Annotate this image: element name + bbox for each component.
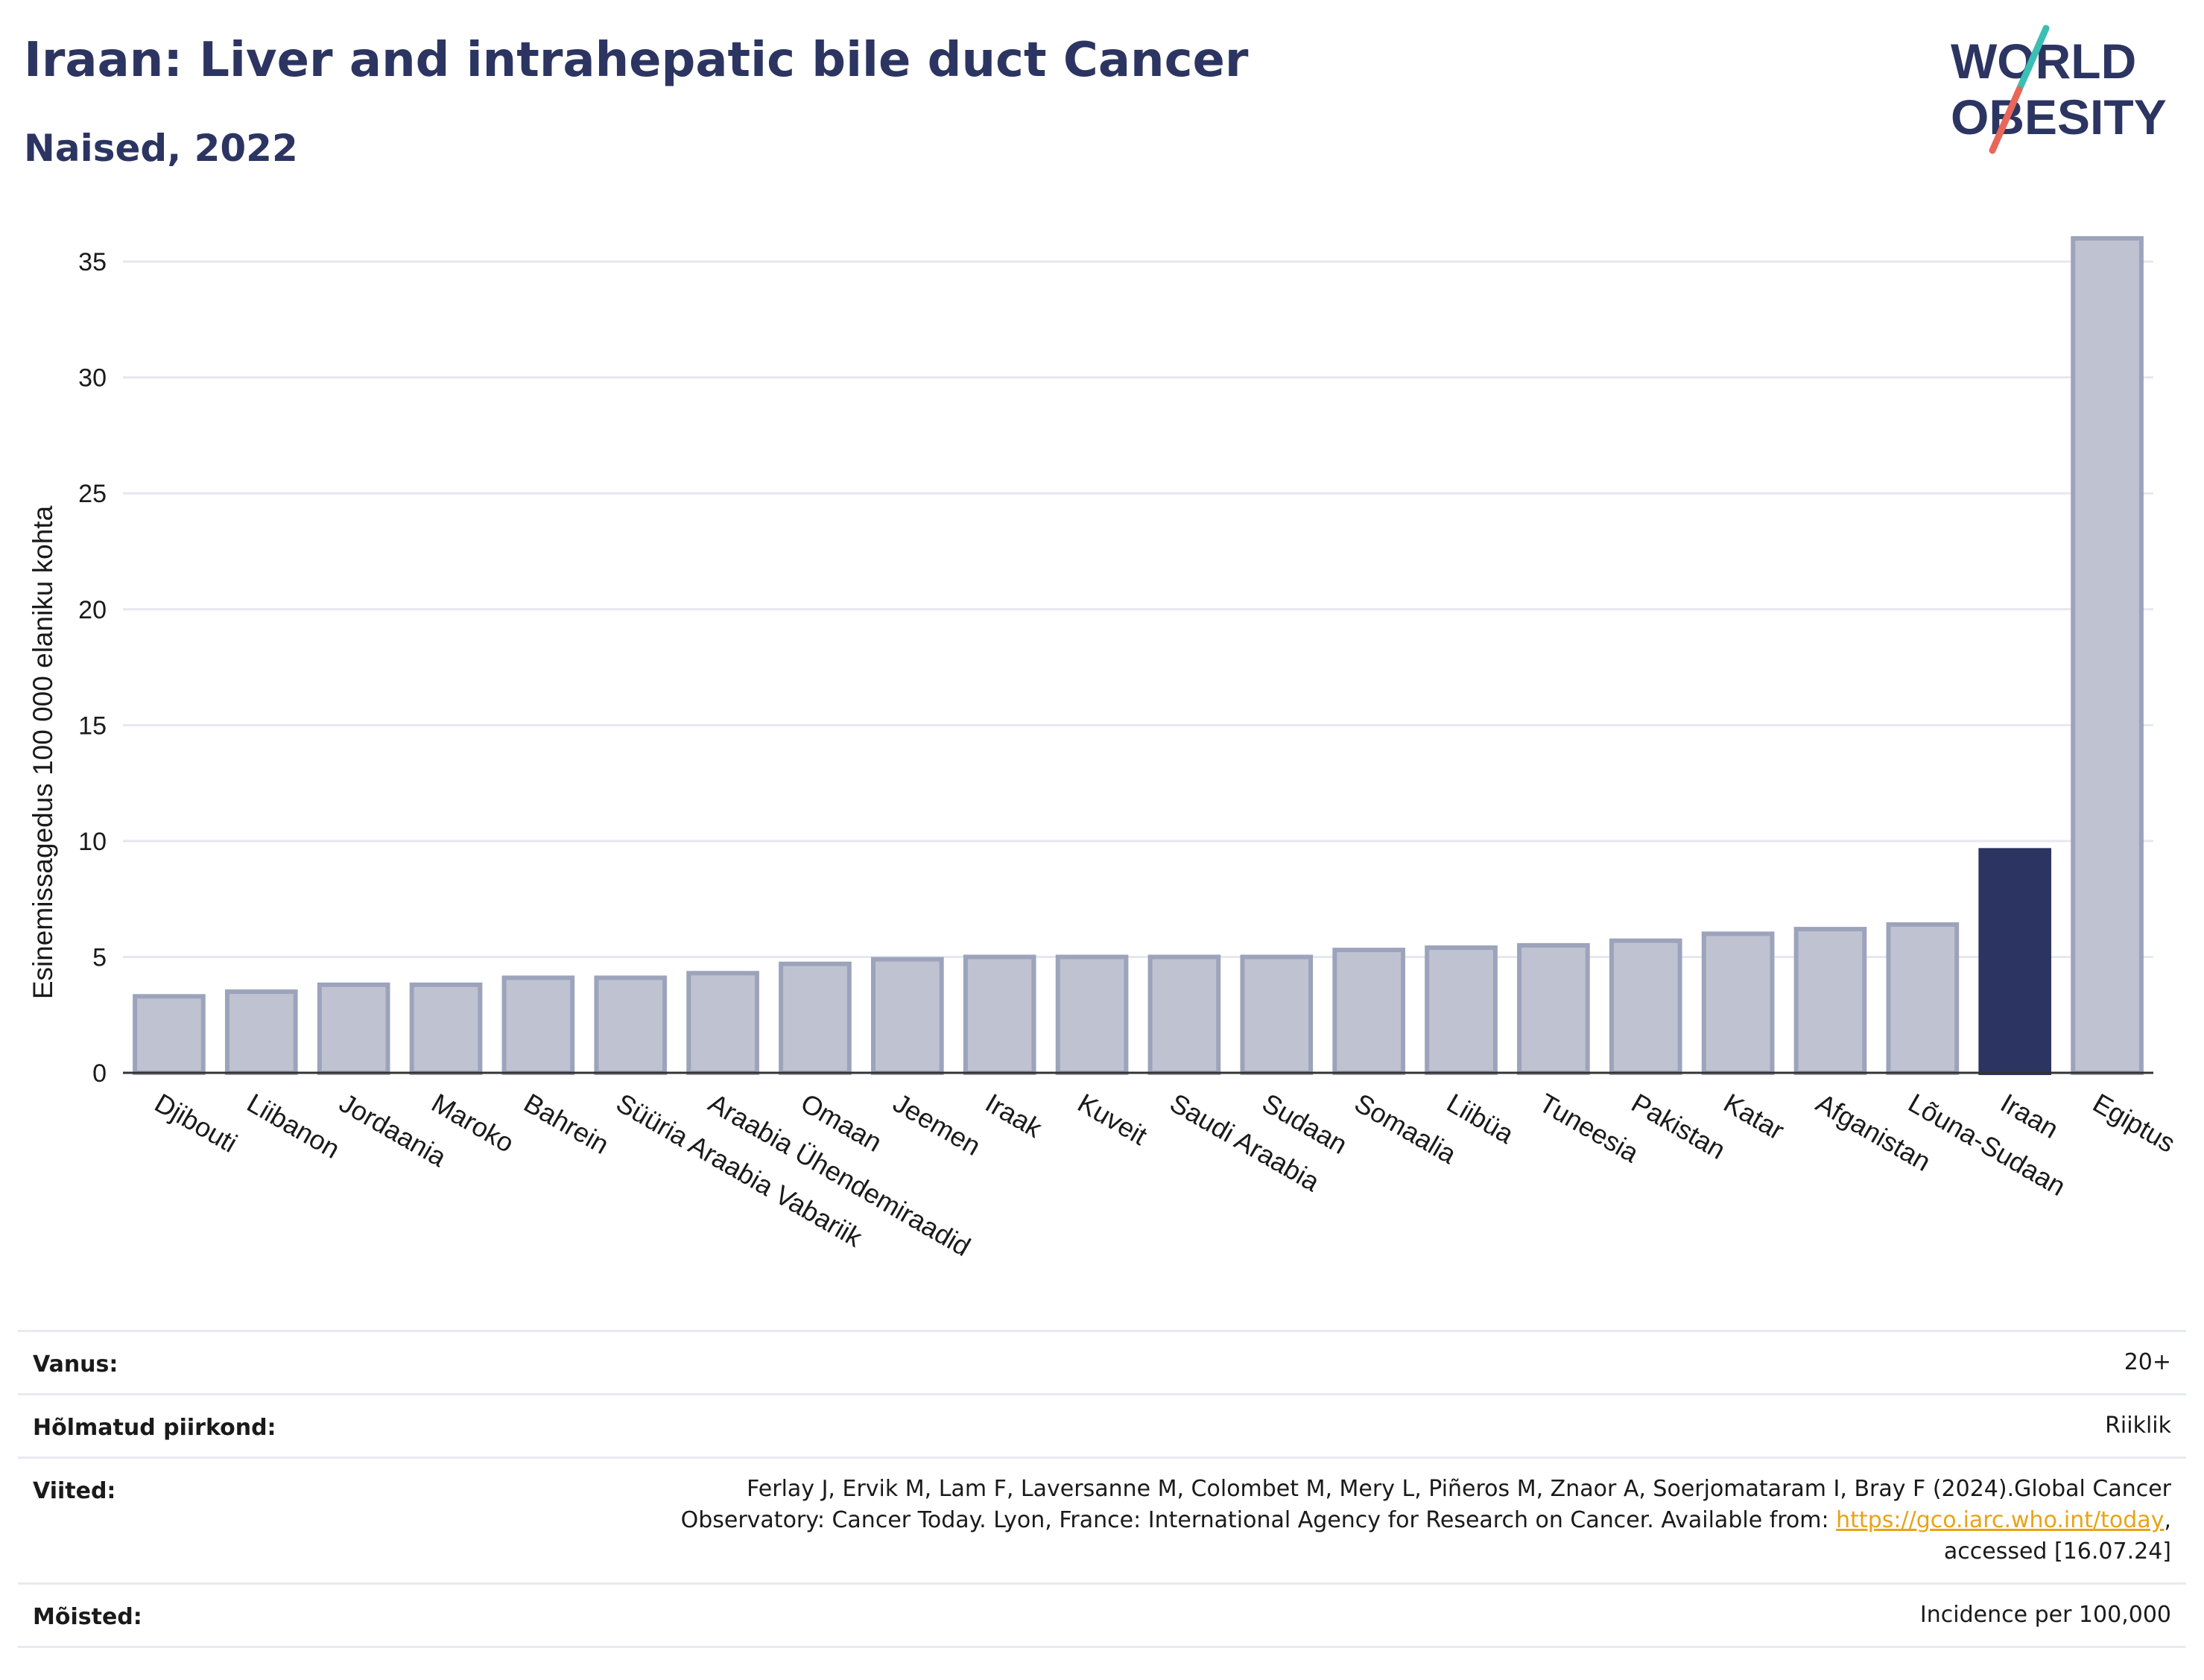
y-tick-label: 20 [78, 596, 107, 624]
x-tick-label: Jeemen [888, 1087, 986, 1161]
y-tick-label: 5 [92, 943, 107, 971]
bar-jordaania [317, 982, 390, 1076]
bar-egiptus [2071, 236, 2144, 1075]
bar-bahrein [501, 975, 575, 1076]
x-tick-label: Iraan [1995, 1087, 2064, 1144]
bar-süüria-araabia-vabariik [594, 975, 668, 1076]
bar-maroko [409, 982, 483, 1076]
bar-sudaan [1240, 954, 1314, 1076]
bar-omaan [779, 961, 852, 1076]
logo-slash-bottom [1989, 86, 2023, 154]
bar-djibouti [133, 994, 206, 1076]
bar-katar [1701, 931, 1775, 1075]
chart-title: Iraan: Liver and intrahepatic bile duct … [24, 33, 1249, 88]
bar-iraan [1978, 848, 2052, 1075]
reference-accessed: , accessed [16.07.24] [1943, 1507, 2171, 1565]
logo-line2: OBESITY [1951, 89, 2167, 145]
bar-afganistan [1793, 927, 1867, 1075]
bar-araabia-ühendemiraadid [686, 971, 759, 1075]
y-tick-labels: 0 5 10 15 20 25 30 35 [78, 248, 107, 1088]
logo-line1: WORLD [1951, 34, 2136, 89]
x-tick-label: Bahrein [519, 1087, 614, 1160]
x-tick-label: Iraak [981, 1087, 1048, 1144]
chart-subtitle: Naised, 2022 [24, 127, 298, 170]
bar-jeemen [871, 957, 944, 1075]
y-tick-label: 30 [78, 364, 107, 393]
y-tick-label: 35 [78, 248, 107, 276]
grid-lines [123, 260, 2153, 958]
x-tick-label: Pakistan [1627, 1087, 1731, 1165]
info-row-references: Viited: Ferlay J, Ervik M, Lam F, Lavers… [18, 1456, 2186, 1582]
info-label-references: Viited: [33, 1478, 116, 1504]
bar-tuneesia [1517, 942, 1590, 1076]
info-row-region: Hõlmatud piirkond: Riiklik [18, 1393, 2186, 1456]
y-tick-label: 0 [92, 1059, 107, 1088]
info-label-age: Vanus: [33, 1351, 118, 1378]
bars [133, 236, 2144, 1076]
info-row-age: Vanus: 20+ [18, 1330, 2186, 1393]
x-tick-label: Egiptus [2088, 1087, 2180, 1158]
x-tick-label: Katar [1719, 1087, 1790, 1146]
bar-liibüa [1425, 945, 1498, 1075]
bar-kuveit [1055, 954, 1129, 1076]
info-table: Vanus: 20+ Hõlmatud piirkond: Riiklik Vi… [18, 1330, 2186, 1648]
bar-somaalia [1332, 948, 1405, 1075]
bar-iraak [963, 954, 1036, 1076]
y-tick-label: 10 [78, 828, 107, 856]
world-obesity-logo[interactable]: WORLD OBESITY [1937, 22, 2191, 156]
x-tick-label: Djibouti [150, 1087, 242, 1158]
reference-text: Ferlay J, Ervik M, Lam F, Laversanne M, … [680, 1476, 2171, 1533]
info-value-definitions: Incidence per 100,000 [1919, 1602, 2171, 1628]
x-tick-label: Lõuna-Sudaan [1903, 1087, 2071, 1202]
x-tick-label: Tuneesia [1534, 1087, 1644, 1168]
info-value-references: Ferlay J, Ervik M, Lam F, Laversanne M, … [644, 1459, 2171, 1582]
bar-lõuna-sudaan [1886, 922, 1960, 1076]
bar-saudi-araabia [1147, 954, 1221, 1076]
info-value-age: 20+ [2124, 1349, 2171, 1375]
reference-link[interactable]: https://gco.iarc.who.int/today [1836, 1507, 2165, 1533]
info-label-region: Hõlmatud piirkond: [33, 1415, 276, 1441]
logo-slash-top [2015, 25, 2050, 93]
y-tick-label: 25 [78, 480, 107, 508]
bar-pakistan [1609, 938, 1682, 1076]
y-tick-label: 15 [78, 711, 107, 740]
bar-chart: 0 5 10 15 20 25 30 35 Djibouti LiibanonJordaania… [28, 236, 2181, 1262]
y-axis-label: Esinemissagedus 100 000 elaniku kohta [28, 505, 58, 999]
x-tick-label: Somaalia [1349, 1087, 1462, 1170]
x-tick-label: Kuveit [1073, 1087, 1153, 1151]
bar-liibanon [224, 989, 298, 1075]
info-label-definitions: Mõisted: [33, 1604, 142, 1630]
info-value-region: Riiklik [2105, 1413, 2171, 1439]
info-row-definitions: Mõisted: Incidence per 100,000 [18, 1582, 2186, 1648]
x-tick-label: Liibanon [242, 1087, 345, 1164]
